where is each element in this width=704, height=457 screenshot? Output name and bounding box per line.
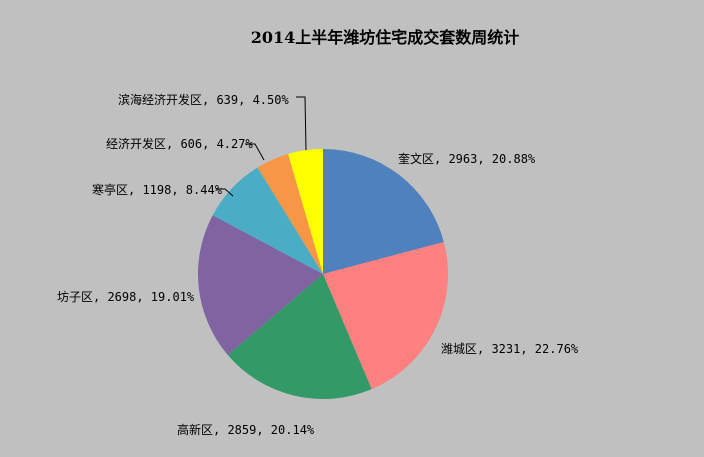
data-label-0: 奎文区, 2963, 20.88%: [398, 151, 536, 166]
pie-slice-0: [323, 149, 444, 274]
leader-line-6: [296, 96, 307, 151]
data-label-1: 潍城区, 3231, 22.76%: [441, 342, 579, 356]
data-labels: 奎文区, 2963, 20.88% 潍城区, 3231, 22.76% 高新区, 2…: [57, 92, 579, 437]
pie-slice-6: [288, 149, 323, 274]
leader-line-5: [245, 143, 265, 161]
pie-slice-4: [212, 167, 323, 274]
chart-title: 2014上半年潍坊住宅成交套数周统计: [250, 28, 520, 47]
data-label-4: 寒亭区, 1198, 8.44%: [92, 182, 223, 197]
data-label-2: 高新区, 2859, 20.14%: [177, 422, 315, 437]
pie-slices: [197, 149, 449, 400]
pie-slice-1: [323, 241, 449, 390]
data-label-6: 滨海经济开发区, 639, 4.50%: [118, 92, 289, 107]
leader-lines: [216, 96, 307, 197]
pie-slice-5: [257, 153, 323, 274]
data-label-3: 坊子区, 2698, 19.01%: [57, 289, 195, 304]
pie-slice-2: [227, 274, 372, 400]
leader-line-4: [216, 188, 234, 197]
data-label-5: 经济开发区, 606, 4.27%: [106, 136, 253, 151]
pie-slice-3: [197, 215, 323, 355]
